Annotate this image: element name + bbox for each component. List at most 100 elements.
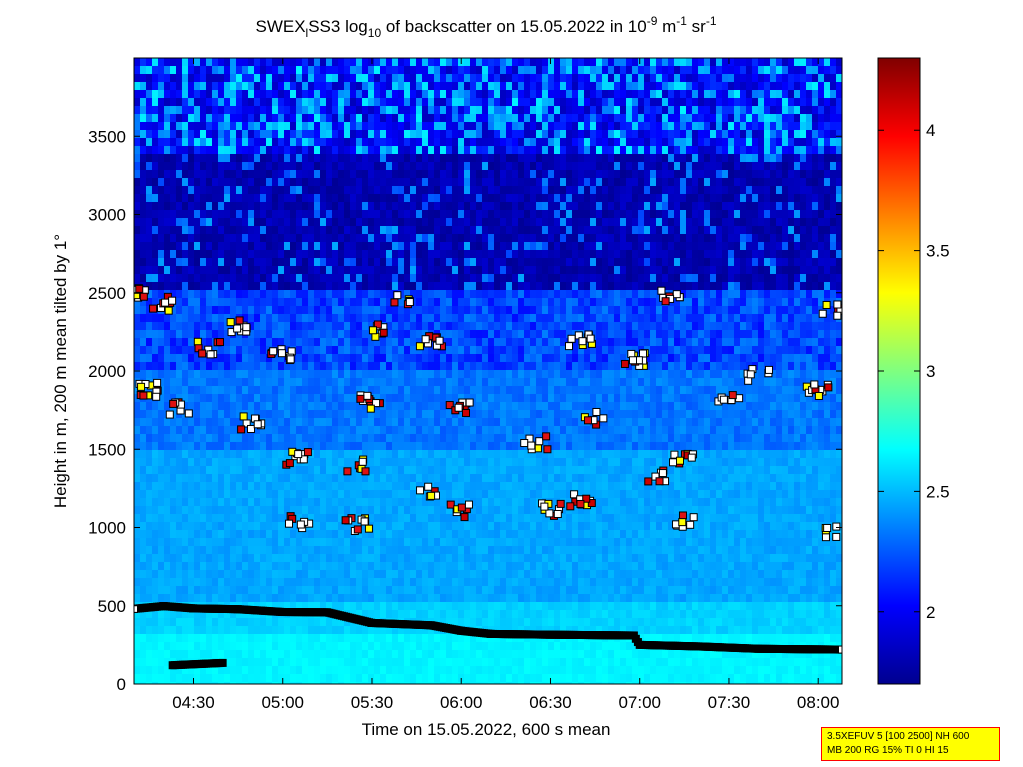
cloud-layer-point <box>457 503 466 512</box>
cloud-layer-point <box>242 323 251 332</box>
cloud-layer-point <box>165 410 174 419</box>
cloud-layer-point <box>678 511 687 520</box>
y-axis-label: Height in m, 200 m mean tilted by 1° <box>51 234 70 508</box>
cloud-layer-point <box>164 306 173 315</box>
cloud-layer-point <box>364 524 373 533</box>
cloud-layer-point <box>658 469 667 478</box>
cloud-layer-point <box>285 519 294 528</box>
cloud-layer-point <box>373 320 382 329</box>
cloud-layer-point <box>168 296 177 305</box>
boundary-layer-point <box>134 604 138 613</box>
cloud-layer-point <box>226 318 235 327</box>
cloud-layer-point <box>833 311 842 320</box>
x-tick-label: 07:00 <box>618 693 661 712</box>
x-tick-label: 06:00 <box>440 693 483 712</box>
cloud-layer-point <box>687 453 696 462</box>
cloud-layer-point <box>821 533 830 542</box>
y-tick-label: 1500 <box>88 440 126 459</box>
info-box: 3.5XEFUV 5 [100 2500] NH 600 MB 200 RG 1… <box>821 727 1000 761</box>
cloud-layer-point <box>269 347 278 356</box>
cloud-layer-point <box>628 356 637 365</box>
cloud-layer-point <box>363 391 372 400</box>
cloud-layer-point <box>198 349 207 358</box>
cloud-layer-point <box>242 419 251 428</box>
cloud-layer-point <box>678 518 687 527</box>
cloud-layer-point <box>527 441 536 450</box>
x-tick-label: 05:00 <box>261 693 304 712</box>
y-tick-label: 0 <box>117 675 126 694</box>
cloud-layer-point <box>237 425 246 434</box>
cloud-layer-point <box>286 355 295 364</box>
cloud-layer-point <box>435 336 444 345</box>
data-markers <box>134 284 842 670</box>
chart-title: SWEXlSS3 log10 of backscatter on 15.05.2… <box>255 14 716 40</box>
cloud-layer-point <box>553 509 562 518</box>
cloud-layer-point <box>823 523 832 532</box>
cloud-layer-point <box>644 477 653 486</box>
cloud-layer-point <box>567 334 576 343</box>
cloud-layer-point <box>592 407 601 416</box>
cloud-layer-point <box>540 502 549 511</box>
y-tick-label: 3500 <box>88 127 126 146</box>
cloud-layer-point <box>416 486 425 495</box>
heatmap <box>134 58 842 684</box>
cloud-layer-point <box>833 300 842 309</box>
y-tick-label: 2500 <box>88 284 126 303</box>
colorbar-tick-label: 3 <box>926 362 935 381</box>
cloud-layer-point <box>356 394 365 403</box>
cloud-layer-point <box>460 513 469 522</box>
y-axis: 0 500 1000 1500 2000 2500 3000 3500 <box>88 127 842 694</box>
cloud-layer-point <box>405 298 414 307</box>
cloud-layer-point <box>543 445 552 454</box>
cloud-layer-point <box>299 455 308 464</box>
cloud-layer-point <box>620 359 629 368</box>
cloud-layer-point <box>586 334 595 343</box>
cloud-layer-point <box>587 499 596 508</box>
cloud-layer-point <box>822 300 831 309</box>
cloud-layer-point <box>570 490 579 499</box>
cloud-layer-point <box>415 342 424 351</box>
cloud-layer-point <box>675 456 684 465</box>
cloud-layer-point <box>277 349 286 358</box>
cloud-layer-point <box>446 500 455 509</box>
cloud-layer-point <box>393 291 402 300</box>
cloud-layer-point <box>746 370 755 379</box>
cloud-layer-point <box>343 467 352 476</box>
cloud-layer-point <box>689 513 698 522</box>
y-tick-label: 1000 <box>88 519 126 538</box>
cloud-layer-point <box>372 399 381 408</box>
cloud-layer-point <box>818 309 827 318</box>
colorbar-tick-label: 2 <box>926 603 935 622</box>
x-axis-label: Time on 15.05.2022, 600 s mean <box>362 720 611 739</box>
cloud-layer-point <box>137 382 146 391</box>
cloud-layer-point <box>545 509 554 518</box>
cloud-layer-point <box>303 448 312 457</box>
cloud-layer-point <box>542 432 551 441</box>
cloud-layer-point <box>639 349 648 358</box>
cloud-layer-point <box>215 338 224 347</box>
cloud-layer-point <box>832 522 841 531</box>
cloud-layer-point <box>651 472 660 481</box>
cloud-layer-point <box>184 409 193 418</box>
colorbar-ticks: 2 2.5 3 3.5 4 <box>878 121 950 622</box>
cloud-layer-point <box>360 517 369 526</box>
cloud-layer-point <box>520 439 529 448</box>
x-tick-label: 08:00 <box>797 693 840 712</box>
x-tick-label: 06:30 <box>529 693 572 712</box>
cloud-layer-point <box>655 477 664 486</box>
cloud-layer-point <box>371 332 380 341</box>
cloud-layer-point <box>582 494 591 503</box>
x-tick-label: 07:30 <box>708 693 751 712</box>
cloud-layer-point <box>686 520 695 529</box>
cloud-layer-point <box>764 365 773 374</box>
cloud-layer-point <box>670 450 679 459</box>
cloud-layer-point <box>584 416 593 425</box>
cloud-layer-point <box>576 499 585 508</box>
cloud-layer-point <box>379 328 388 337</box>
cloud-layer-point <box>672 290 681 299</box>
info-line-2: MB 200 RG 15% TI 0 HI 15 <box>827 745 949 756</box>
cloud-layer-point <box>810 380 819 389</box>
cloud-layer-point <box>657 286 666 295</box>
y-tick-label: 500 <box>98 597 126 616</box>
